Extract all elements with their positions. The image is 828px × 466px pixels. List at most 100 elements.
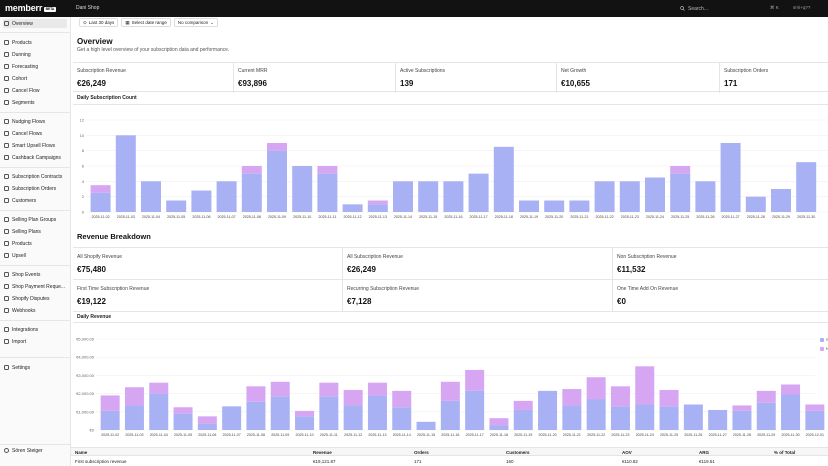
revenue-card: All Shopify Revenue €75,480 — [73, 248, 343, 280]
webhook-icon — [4, 308, 9, 313]
date-range-button[interactable]: ▦ Select date range — [121, 18, 171, 27]
home-icon — [4, 21, 9, 26]
sidebar-divider — [0, 32, 70, 33]
logo[interactable]: memberr BETA — [5, 3, 56, 13]
sidebar-item-overview[interactable]: Overview — [3, 19, 67, 28]
y-tick-label: 8 — [82, 148, 85, 153]
column-header[interactable]: Customers — [506, 450, 530, 455]
x-tick-label: 2025-11-27 — [709, 433, 727, 437]
user-profile[interactable]: Sören Steiger — [4, 446, 43, 455]
bar — [241, 173, 262, 212]
sidebar-item-shop-payment-reque[interactable]: Shop Payment Reque... — [4, 282, 65, 291]
sidebar-item-dunning[interactable]: Dunning — [4, 50, 31, 59]
column-header[interactable]: ARG — [699, 450, 709, 455]
bar — [216, 181, 237, 212]
bar — [124, 405, 144, 430]
bar — [586, 399, 606, 430]
sidebar-divider — [0, 112, 70, 113]
sidebar-item-forecasting[interactable]: Forecasting — [4, 62, 38, 71]
bar — [465, 369, 485, 391]
bar — [197, 416, 217, 424]
search-input[interactable]: Search... — [680, 4, 760, 13]
bar — [124, 387, 144, 406]
sidebar-item-label: Shop Events — [12, 271, 41, 278]
bar — [267, 150, 287, 212]
bar — [745, 196, 766, 212]
user-menu[interactable]: s!!ri+q?? — [793, 5, 811, 10]
column-header[interactable]: % of Total — [774, 450, 796, 455]
table-header: Name Revenue Orders Customers AOV ARG % … — [71, 447, 828, 456]
x-tick-label: 2025-11-15 — [417, 433, 435, 437]
column-header[interactable]: AOV — [622, 450, 632, 455]
sidebar-item-cashback-campaigns[interactable]: Cashback Campaigns — [4, 153, 61, 162]
user-name: Sören Steiger — [12, 447, 43, 454]
bar — [173, 413, 193, 430]
range-button[interactable]: ⊙ Last 30 days — [79, 18, 119, 27]
sidebar-item-selling-plans[interactable]: Selling Plans — [4, 227, 41, 236]
sidebar-item-cancel-flow[interactable]: Cancel Flow — [4, 86, 40, 95]
x-tick-label: 2025-11-24 — [646, 215, 664, 219]
sidebar-item-customers[interactable]: Customers — [4, 196, 36, 205]
contract-icon — [4, 174, 9, 179]
legend-item[interactable]: Su — [820, 337, 828, 342]
column-header[interactable]: Name — [75, 450, 88, 455]
revenue-card: One Time Add On Revenue €0 — [613, 280, 828, 312]
x-tick-label: 2025-11-03 — [117, 215, 135, 219]
sidebar: Overview Products Dunning Forecasting Cohort… — [0, 17, 71, 466]
bar — [343, 405, 363, 430]
bar — [267, 143, 287, 151]
legend-item[interactable]: N — [820, 346, 828, 351]
sidebar-item-webhooks[interactable]: Webhooks — [4, 306, 36, 315]
sidebar-item-products[interactable]: Products — [4, 38, 32, 47]
revenue-breakdown-title: Revenue Breakdown — [77, 232, 151, 241]
bar — [670, 166, 691, 174]
bar — [562, 405, 582, 430]
sidebar-item-cohort[interactable]: Cohort — [4, 74, 27, 83]
x-tick-label: 2025-11-06 — [192, 215, 210, 219]
sidebar-item-subscription-contracts[interactable]: Subscription Contracts — [4, 172, 62, 181]
column-header[interactable]: Revenue — [313, 450, 332, 455]
bar — [246, 386, 266, 402]
x-tick-label: 2025-11-22 — [587, 433, 605, 437]
x-tick-label: 2025-11-21 — [563, 433, 581, 437]
sidebar-item-cancel-flows[interactable]: Cancel Flows — [4, 129, 42, 138]
bar — [149, 393, 169, 430]
x-tick-label: 2025-11-03 — [125, 433, 143, 437]
events-icon — [4, 272, 9, 277]
sidebar-item-label: Shop Payment Reque... — [12, 283, 66, 290]
sidebar-item-smart-upsell-flows[interactable]: Smart Upsell Flows — [4, 141, 55, 150]
sidebar-item-products[interactable]: Products — [4, 239, 32, 248]
x-tick-label: 2025-11-10 — [293, 215, 311, 219]
sidebar-item-selling-plan-groups[interactable]: Selling Plan Groups — [4, 215, 56, 224]
bar — [241, 166, 262, 174]
sidebar-item-shop-events[interactable]: Shop Events — [4, 270, 40, 279]
sidebar-item-nudging-flows[interactable]: Nudging Flows — [4, 117, 45, 126]
bar — [635, 404, 655, 430]
table-row[interactable]: First subscription revenue €19,121.87 17… — [75, 459, 715, 464]
sidebar-item-label: Products — [12, 39, 32, 46]
revenue-card: All Subscription Revenue €26,249 — [343, 248, 613, 280]
bar — [695, 181, 716, 212]
sidebar-item-segments[interactable]: Segments — [4, 98, 35, 107]
cancel-icon — [4, 88, 9, 93]
legend-swatch — [820, 346, 824, 351]
x-tick-label: 2025-11-20 — [545, 215, 563, 219]
sidebar-item-label: Customers — [12, 197, 37, 204]
x-tick-label: 2025-11-04 — [150, 433, 168, 437]
column-header[interactable]: Orders — [414, 450, 429, 455]
sidebar-item-integrations[interactable]: Integrations — [4, 325, 38, 334]
sidebar-item-label: Forecasting — [12, 63, 39, 70]
bar — [465, 390, 485, 430]
sidebar-item-label: Products — [12, 240, 32, 247]
sidebar-item-subscription-orders[interactable]: Subscription Orders — [4, 184, 56, 193]
sidebar-item-upsell[interactable]: Upsell — [4, 251, 26, 260]
comparison-select[interactable]: No comparison ⌄ — [173, 18, 218, 27]
sidebar-item-shopify-disputes[interactable]: Shopify Disputes — [4, 294, 50, 303]
sidebar-item-settings[interactable]: Settings — [4, 363, 30, 372]
bar — [781, 394, 801, 430]
shop-selector[interactable]: Dani Shop — [76, 5, 100, 11]
sidebar-item-import[interactable]: Import — [4, 337, 26, 346]
x-tick-label: 2025-11-16 — [441, 433, 459, 437]
x-tick-label: 2025-11-07 — [223, 433, 241, 437]
y-tick-label: €1,000.00 — [76, 409, 95, 414]
